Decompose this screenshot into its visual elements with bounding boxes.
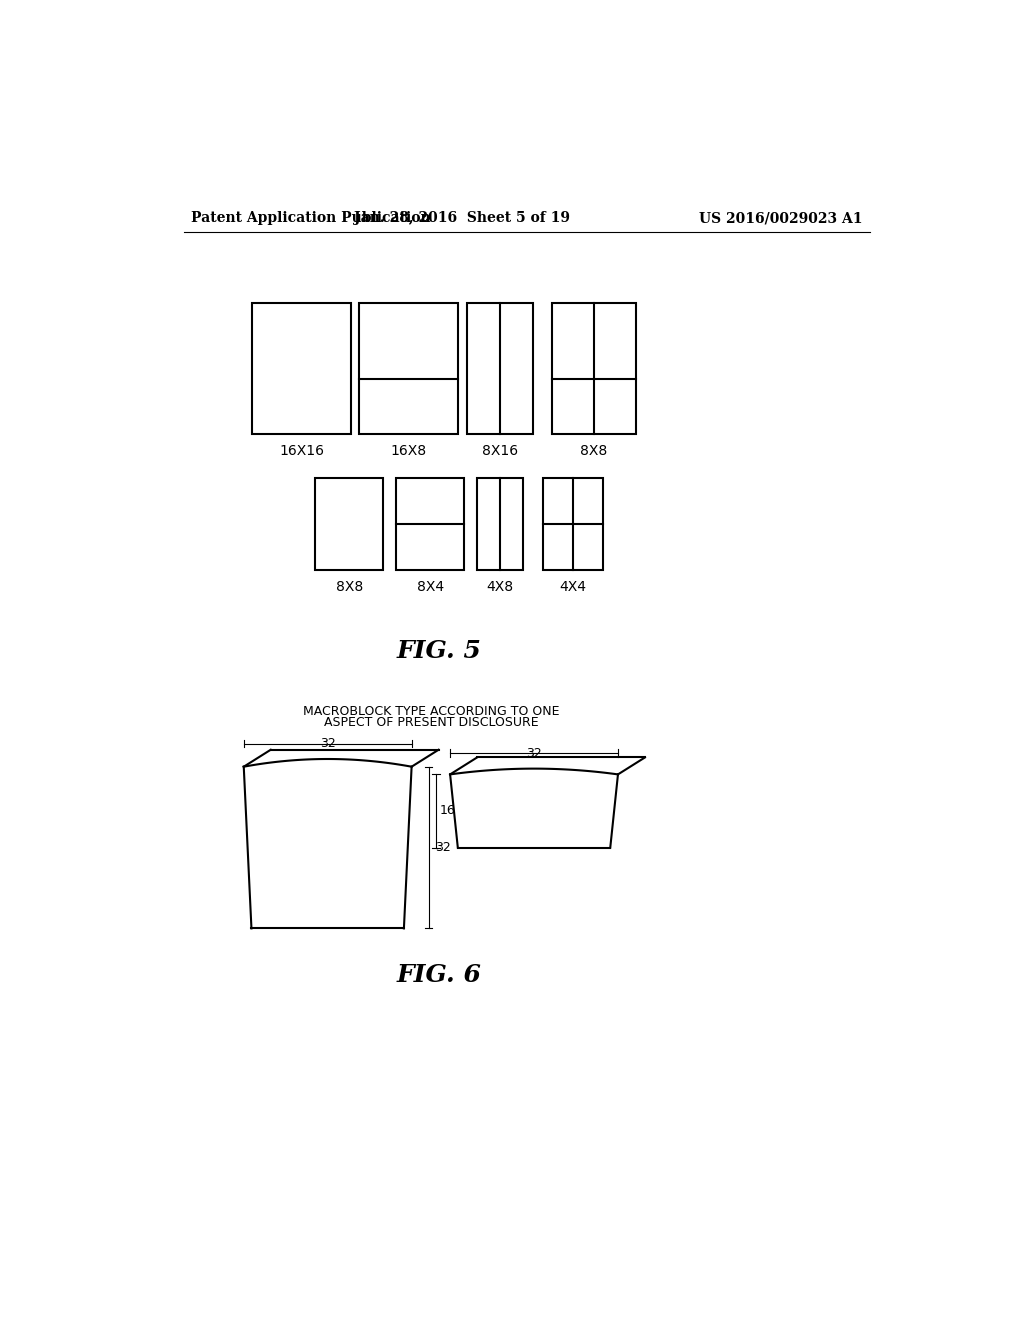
Text: 32: 32	[319, 738, 336, 751]
Text: 4X4: 4X4	[559, 581, 586, 594]
Bar	[467, 304, 532, 434]
Bar	[552, 304, 637, 434]
Bar	[315, 478, 383, 570]
Bar	[396, 478, 464, 570]
Text: 16X8: 16X8	[390, 444, 427, 458]
Text: Jan. 28, 2016  Sheet 5 of 19: Jan. 28, 2016 Sheet 5 of 19	[353, 211, 569, 226]
Text: FIG. 6: FIG. 6	[396, 962, 481, 986]
Text: Patent Application Publication: Patent Application Publication	[190, 211, 430, 226]
Bar	[477, 478, 523, 570]
Text: 16: 16	[440, 804, 456, 817]
Text: MACROBLOCK TYPE ACCORDING TO ONE: MACROBLOCK TYPE ACCORDING TO ONE	[303, 705, 559, 718]
Text: 8X8: 8X8	[336, 581, 362, 594]
Bar	[252, 304, 351, 434]
Text: ASPECT OF PRESENT DISCLOSURE: ASPECT OF PRESENT DISCLOSURE	[324, 717, 539, 730]
Text: 4X8: 4X8	[486, 581, 514, 594]
Text: 32: 32	[526, 747, 542, 760]
Bar	[543, 478, 602, 570]
Text: 8X4: 8X4	[417, 581, 443, 594]
Text: 16X16: 16X16	[279, 444, 324, 458]
Bar	[359, 304, 458, 434]
Text: 32: 32	[435, 841, 451, 854]
Text: 8X8: 8X8	[581, 444, 607, 458]
Text: US 2016/0029023 A1: US 2016/0029023 A1	[698, 211, 862, 226]
Text: 8X16: 8X16	[481, 444, 518, 458]
Text: FIG. 5: FIG. 5	[396, 639, 481, 663]
